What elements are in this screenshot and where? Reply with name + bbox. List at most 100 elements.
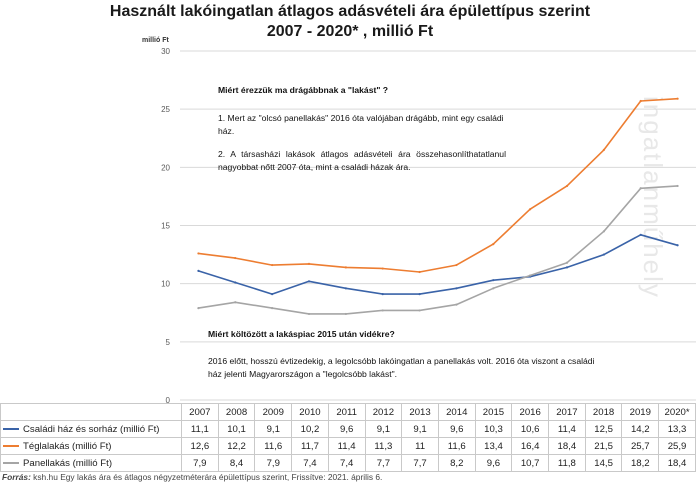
y-tick-label-15: 15 <box>161 222 170 231</box>
table-header-row: 2007 2008 2009 2010 2011 2012 2013 2014 2015 2016… <box>0 403 696 421</box>
data-point-tegla-2019 <box>639 99 642 103</box>
data-table: 2007 2008 2009 2010 2011 2012 2013 2014 2015 2016… <box>0 403 696 472</box>
data-label-csaladi-2018: 12,5 <box>584 420 623 438</box>
data-point-csaladi-2009 <box>271 293 274 296</box>
data-label-tegla-2019: 25,7 <box>621 437 660 455</box>
data-point-tegla-2011 <box>344 266 347 269</box>
watermark-text: ingatlanműhely <box>638 96 668 299</box>
note-answer-2: 2. A társasházi lakások átlagos adásvéte… <box>218 149 506 172</box>
source-note: Forrás: ksh.hu Egy lakás ára és átlagos … <box>2 472 382 482</box>
x-tick-label-2014: 2014 <box>437 403 476 421</box>
data-point-panel-2013 <box>418 309 421 312</box>
data-point-csaladi-2010 <box>307 280 311 283</box>
line-chart: 0 5 10 15 20 25 30 <box>161 47 696 403</box>
y-tick-label-25: 25 <box>161 105 170 114</box>
data-label-tegla-2013: 11 <box>401 437 439 455</box>
data-point-csaladi-2020* <box>676 244 679 247</box>
data-label-csaladi-2010: 10,2 <box>291 420 329 438</box>
x-tick-label-2020*: 2020* <box>658 403 696 421</box>
data-label-csaladi-2007: 11,1 <box>181 420 219 438</box>
data-point-panel-2010 <box>307 312 311 316</box>
data-label-panel-2019: 18,2 <box>621 454 660 472</box>
data-label-tegla-2018: 21,5 <box>584 437 623 455</box>
data-label-tegla-2014: 11,6 <box>437 437 476 455</box>
data-label-csaladi-2019: 14,2 <box>621 420 660 438</box>
legend-swatch-panel <box>3 461 19 464</box>
note-answer-3: 2016 előtt, hosszú évtizedekig, a legolc… <box>208 356 595 379</box>
data-label-csaladi-2011: 9,6 <box>327 420 366 438</box>
legend-label-csaladi: Családi ház és sorház (millió Ft) <box>23 423 160 435</box>
data-label-csaladi-2009: 9,1 <box>254 420 293 438</box>
legend-entry-csaladi: Családi ház és sorház (millió Ft) <box>0 420 182 438</box>
source-text: ksh.hu Egy lakás ára és átlagos négyzetm… <box>30 472 383 482</box>
table-row-panel: Panellakás (millió Ft) 7,9 8,4 7,9 7,4 7,4 7,7… <box>0 454 696 472</box>
chart-title-line1: Használt lakóingatlan átlagos adásvételi… <box>109 3 591 20</box>
data-label-panel-2015: 9,6 <box>474 454 513 472</box>
data-label-csaladi-2016: 10,6 <box>511 420 550 438</box>
y-tick-label-30: 30 <box>161 47 170 56</box>
data-label-panel-2009: 7,9 <box>254 454 293 472</box>
data-label-panel-2010: 7,4 <box>291 454 329 472</box>
data-point-panel-2014 <box>455 303 458 306</box>
x-tick-label-2018: 2018 <box>584 403 623 421</box>
data-point-csaladi-2019 <box>639 233 642 236</box>
legend-swatch-csaladi <box>3 427 19 430</box>
data-point-tegla-2012 <box>381 267 384 270</box>
data-label-tegla-2020*: 25,9 <box>658 437 696 455</box>
y-tick-label-5: 5 <box>166 338 171 347</box>
data-point-panel-2017 <box>565 261 569 264</box>
data-label-tegla-2015: 13,4 <box>474 437 513 455</box>
chart-title: Használt lakóingatlan átlagos adásvételi… <box>0 2 700 42</box>
x-tick-label-2016: 2016 <box>511 403 550 421</box>
data-label-tegla-2008: 12,2 <box>217 437 256 455</box>
data-point-tegla-2014 <box>455 263 458 267</box>
data-label-panel-2011: 7,4 <box>327 454 366 472</box>
data-point-csaladi-2015 <box>492 279 495 282</box>
data-point-panel-2011 <box>344 312 347 316</box>
data-point-panel-2008 <box>234 301 237 304</box>
y-tick-label-20: 20 <box>161 163 170 172</box>
data-label-panel-2007: 7,9 <box>181 454 219 472</box>
legend-swatch-tegla <box>3 444 19 447</box>
data-point-csaladi-2008 <box>234 281 237 284</box>
legend-label-tegla: Téglalakás (millió Ft) <box>23 440 112 452</box>
legend-entry-tegla: Téglalakás (millió Ft) <box>0 437 182 455</box>
x-tick-label-2013: 2013 <box>401 403 439 421</box>
data-point-panel-2020* <box>676 184 679 188</box>
x-tick-label-2011: 2011 <box>327 403 366 421</box>
data-label-panel-2008: 8,4 <box>217 454 256 472</box>
data-point-panel-2009 <box>271 306 274 310</box>
data-point-tegla-2020* <box>676 97 679 100</box>
data-label-panel-2017: 11,8 <box>548 454 586 472</box>
data-label-panel-2014: 8,2 <box>437 454 476 472</box>
data-point-tegla-2016 <box>529 208 532 211</box>
data-label-tegla-2010: 11,7 <box>291 437 329 455</box>
data-point-tegla-2015 <box>492 243 495 246</box>
table-row-csaladi: Családi ház és sorház (millió Ft) 11,1 10,… <box>0 420 696 438</box>
data-label-csaladi-2012: 9,1 <box>364 420 403 438</box>
legend-entry-panel: Panellakás (millió Ft) <box>0 454 182 472</box>
note-answer-1: 1. Mert az "olcsó panellakás" 2016 óta v… <box>218 113 504 136</box>
data-point-panel-2019 <box>639 187 642 190</box>
data-label-csaladi-2013: 9,1 <box>401 420 439 438</box>
legend-label-panel: Panellakás (millió Ft) <box>23 457 113 469</box>
x-tick-label-2012: 2012 <box>364 403 403 421</box>
data-point-tegla-2018 <box>602 148 605 151</box>
data-label-csaladi-2008: 10,1 <box>217 420 256 438</box>
data-label-csaladi-2020*: 13,3 <box>658 420 696 438</box>
data-point-panel-2012 <box>381 309 384 312</box>
data-label-tegla-2017: 18,4 <box>548 437 586 455</box>
data-point-csaladi-2017 <box>565 266 569 269</box>
note-question-2: Miért költözött a lakáspiac 2015 után vi… <box>208 329 395 339</box>
data-point-csaladi-2007 <box>197 269 200 272</box>
x-tick-label-2009: 2009 <box>254 403 293 421</box>
chart-title-line2: 2007 - 2020* , millió Ft <box>266 23 434 40</box>
table-body: Családi ház és sorház (millió Ft) 11,1 10,… <box>0 420 696 472</box>
data-point-csaladi-2014 <box>455 287 458 290</box>
data-point-tegla-2008 <box>234 256 237 260</box>
data-label-panel-2020*: 18,4 <box>658 454 696 472</box>
data-label-tegla-2011: 11,4 <box>327 437 366 455</box>
data-point-tegla-2013 <box>418 270 421 274</box>
data-point-tegla-2010 <box>307 262 311 265</box>
series-line-tegla <box>198 97 678 273</box>
